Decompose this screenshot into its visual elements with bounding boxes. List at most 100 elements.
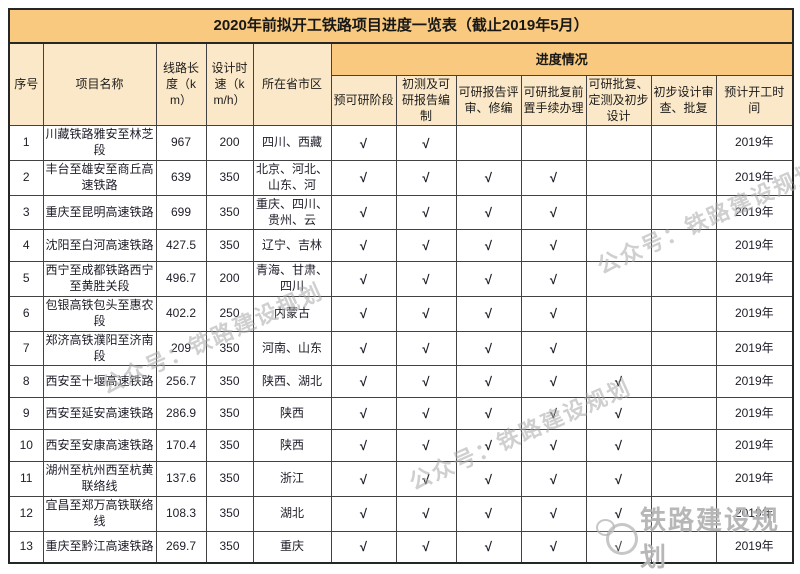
cell-progress-5 <box>585 160 652 196</box>
table-row: 4 沈阳至白河高速铁路 427.5 350 辽宁、吉林 √ √ √ √ 2019年 <box>8 229 794 263</box>
cell-length: 108.3 <box>155 496 207 532</box>
cell-progress-2: √ <box>395 194 457 231</box>
cell-length: 256.7 <box>155 365 207 399</box>
cell-progress-6 <box>650 229 717 263</box>
cell-seq: 5 <box>8 261 44 298</box>
cell-region: 北京、河北、山东、河 <box>252 160 332 196</box>
cell-progress-6 <box>650 397 717 431</box>
cell-progress-2: √ <box>395 530 457 564</box>
cell-progress-4: √ <box>520 296 587 332</box>
cell-progress-3: √ <box>455 365 522 399</box>
cell-speed: 350 <box>205 160 254 196</box>
cell-progress-5: √ <box>585 365 652 399</box>
cell-progress-4: √ <box>520 160 587 196</box>
cell-progress-5: √ <box>585 530 652 564</box>
cell-speed: 350 <box>205 330 254 367</box>
cell-progress-1: √ <box>330 461 397 498</box>
header-region: 所在省市区 <box>252 42 332 127</box>
railway-progress-table: 2020年前拟开工铁路项目进度一览表（截止2019年5月） 序号 项目名称 线路… <box>8 8 795 565</box>
title-row: 2020年前拟开工铁路项目进度一览表（截止2019年5月） <box>8 8 794 44</box>
cell-progress-1: √ <box>330 229 397 263</box>
cell-region: 陕西 <box>252 429 332 463</box>
cell-start-time: 2019年 <box>715 461 794 498</box>
cell-progress-4: √ <box>520 330 587 367</box>
cell-progress-4: √ <box>520 496 587 532</box>
header-progress-1: 预可研阶段 <box>330 74 397 127</box>
cell-progress-6 <box>650 261 717 298</box>
header-row-sub: 预可研阶段 初测及可研报告编制 可研报告评审、修编 可研批复前置手续办理 可研批… <box>9 74 794 127</box>
cell-progress-2: √ <box>395 397 457 431</box>
cell-progress-5 <box>585 296 652 332</box>
cell-project-name: 重庆至昆明高速铁路 <box>42 194 157 231</box>
table-row: 3 重庆至昆明高速铁路 699 350 重庆、四川、贵州、云 √ √ √ √ 2019年 <box>8 194 794 231</box>
cell-progress-3: √ <box>455 229 522 263</box>
cell-project-name: 沈阳至白河高速铁路 <box>42 229 157 263</box>
cell-progress-1: √ <box>330 330 397 367</box>
cell-speed: 350 <box>205 397 254 431</box>
cell-progress-5: √ <box>585 429 652 463</box>
table-row: 6 包银高铁包头至惠农段 402.2 250 内蒙古 √ √ √ √ 2019年 <box>8 296 794 332</box>
cell-progress-2: √ <box>395 496 457 532</box>
cell-progress-4: √ <box>520 194 587 231</box>
cell-progress-5 <box>585 194 652 231</box>
cell-progress-4: √ <box>520 397 587 431</box>
cell-speed: 250 <box>205 296 254 332</box>
header-progress-2: 初测及可研报告编制 <box>395 74 457 127</box>
cell-progress-5 <box>585 125 652 162</box>
cell-project-name: 湖州至杭州西至杭黄联络线 <box>42 461 157 498</box>
cell-progress-1: √ <box>330 496 397 532</box>
cell-length: 209 <box>155 330 207 367</box>
cell-seq: 9 <box>8 397 44 431</box>
cell-progress-2: √ <box>395 429 457 463</box>
cell-progress-3: √ <box>455 160 522 196</box>
cell-progress-3: √ <box>455 261 522 298</box>
cell-progress-6 <box>650 296 717 332</box>
cell-progress-5: √ <box>585 461 652 498</box>
cell-length: 967 <box>155 125 207 162</box>
cell-region: 陕西、湖北 <box>252 365 332 399</box>
table-row: 2 丰台至雄安至商丘高速铁路 639 350 北京、河北、山东、河 √ √ √ √ 2019年 <box>8 160 794 196</box>
cell-start-time: 2019年 <box>715 365 794 399</box>
cell-region: 陕西 <box>252 397 332 431</box>
cell-progress-1: √ <box>330 365 397 399</box>
cell-progress-4: √ <box>520 229 587 263</box>
cell-region: 重庆 <box>252 530 332 564</box>
cell-start-time: 2019年 <box>715 296 794 332</box>
header-progress-3: 可研报告评审、修编 <box>455 74 522 127</box>
cell-progress-6 <box>650 365 717 399</box>
cell-project-name: 丰台至雄安至商丘高速铁路 <box>42 160 157 196</box>
cell-length: 496.7 <box>155 261 207 298</box>
cell-project-name: 重庆至黔江高速铁路 <box>42 530 157 564</box>
cell-start-time: 2019年 <box>715 261 794 298</box>
cell-progress-5: √ <box>585 397 652 431</box>
cell-start-time: 2019年 <box>715 194 794 231</box>
cell-progress-4: √ <box>520 530 587 564</box>
cell-project-name: 宜昌至郑万高铁联络线 <box>42 496 157 532</box>
cell-seq: 7 <box>8 330 44 367</box>
cell-progress-3: √ <box>455 330 522 367</box>
cell-seq: 10 <box>8 429 44 463</box>
cell-speed: 350 <box>205 530 254 564</box>
cell-progress-4: √ <box>520 461 587 498</box>
table-row: 10 西安至安康高速铁路 170.4 350 陕西 √ √ √ √ √ 2019年 <box>8 429 794 463</box>
cell-progress-3: √ <box>455 429 522 463</box>
cell-speed: 350 <box>205 194 254 231</box>
cell-length: 402.2 <box>155 296 207 332</box>
cell-project-name: 西安至十堰高速铁路 <box>42 365 157 399</box>
cell-start-time: 2019年 <box>715 530 794 564</box>
cell-progress-6 <box>650 194 717 231</box>
cell-project-name: 川藏铁路雅安至林芝段 <box>42 125 157 162</box>
page-title: 2020年前拟开工铁路项目进度一览表（截止2019年5月） <box>8 8 794 44</box>
cell-length: 699 <box>155 194 207 231</box>
cell-seq: 13 <box>8 530 44 564</box>
cell-start-time: 2019年 <box>715 397 794 431</box>
cell-seq: 11 <box>8 461 44 498</box>
cell-progress-1: √ <box>330 530 397 564</box>
cell-start-time: 2019年 <box>715 496 794 532</box>
header-project: 项目名称 <box>42 42 157 127</box>
cell-speed: 350 <box>205 429 254 463</box>
cell-seq: 4 <box>8 229 44 263</box>
cell-progress-4: √ <box>520 429 587 463</box>
header-seq: 序号 <box>8 42 44 127</box>
cell-progress-6 <box>650 330 717 367</box>
